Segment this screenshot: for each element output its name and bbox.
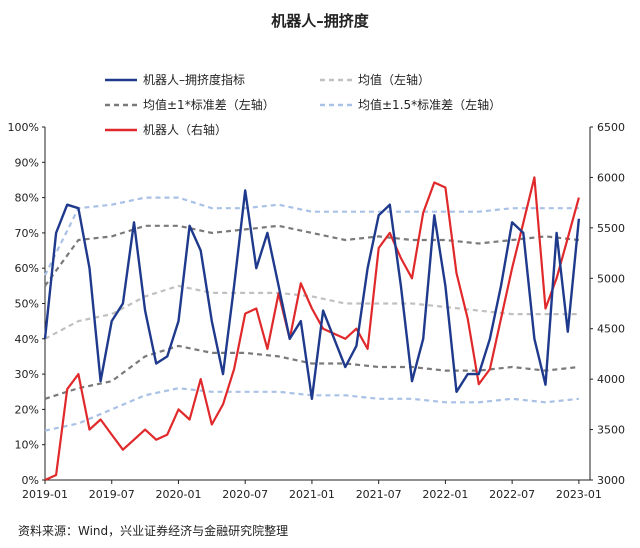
x-tick-label: 2021-07 xyxy=(356,488,402,501)
y-left-tick-label: 100% xyxy=(8,121,39,134)
x-tick-label: 2022-07 xyxy=(489,488,535,501)
y-left-tick-label: 60% xyxy=(15,262,39,275)
series-line-0 xyxy=(43,189,581,400)
y-right-tick-label: 6000 xyxy=(597,171,625,184)
x-tick-label: 2020-01 xyxy=(155,488,201,501)
x-tick-label: 2020-07 xyxy=(222,488,268,501)
plot-frame xyxy=(44,127,591,481)
plot-area: 0% 10% 20% 30% 40% 50% 60% 70% 80% 90% 100% 3000 35… xyxy=(8,121,625,501)
series-line-4 xyxy=(44,196,579,276)
chart-title: 机器人–拥挤度 xyxy=(271,12,370,30)
y-left-tick-label: 0% xyxy=(22,474,39,487)
y-left-tick-label: 10% xyxy=(15,439,39,452)
y-right-tick-label: 5500 xyxy=(597,222,625,235)
legend: 机器人–拥挤度指标 均值（左轴） 均值±1*标准差（左轴） 均值±1.5*标准差（左轴… xyxy=(105,72,501,137)
y-right-tick-label: 5000 xyxy=(597,272,625,285)
y-left-tick-label: 30% xyxy=(15,368,39,381)
x-axis: 2019-01 2019-07 2020-01 2020-07 2021-01 2021-… xyxy=(22,480,602,501)
y-left-tick-label: 90% xyxy=(15,156,39,169)
y-axis-right: 3000 3500 4000 4500 5000 5500 6000 6500 xyxy=(590,121,625,487)
legend-label: 机器人–拥挤度指标 xyxy=(143,72,245,87)
y-left-tick-label: 80% xyxy=(15,192,39,205)
series-line-6 xyxy=(44,176,580,482)
y-left-tick-label: 20% xyxy=(15,403,39,416)
y-axis-left: 0% 10% 20% 30% 40% 50% 60% 70% 80% 90% 100% xyxy=(8,121,45,487)
legend-label: 机器人（右轴） xyxy=(143,122,227,137)
y-right-tick-label: 3000 xyxy=(597,474,625,487)
source-note: 资料来源：Wind，兴业证券经济与金融研究院整理 xyxy=(18,523,288,538)
y-left-tick-label: 40% xyxy=(15,333,39,346)
legend-label: 均值±1*标准差（左轴） xyxy=(143,97,275,112)
y-right-tick-label: 6500 xyxy=(597,121,625,134)
x-tick-label: 2023-01 xyxy=(556,488,602,501)
x-tick-label: 2019-07 xyxy=(89,488,135,501)
legend-label: 均值（左轴） xyxy=(358,72,430,87)
x-tick-label: 2021-01 xyxy=(289,488,335,501)
y-left-tick-label: 50% xyxy=(15,298,39,311)
x-tick-label: 2019-01 xyxy=(22,488,68,501)
y-right-tick-label: 4000 xyxy=(597,373,625,386)
x-tick-label: 2022-01 xyxy=(422,488,468,501)
y-left-tick-label: 70% xyxy=(15,227,39,240)
series-lines xyxy=(43,176,581,482)
y-right-tick-label: 3500 xyxy=(597,424,625,437)
series-line-2 xyxy=(44,224,580,287)
y-right-tick-label: 4500 xyxy=(597,323,625,336)
legend-label: 均值±1.5*标准差（左轴） xyxy=(358,97,501,112)
